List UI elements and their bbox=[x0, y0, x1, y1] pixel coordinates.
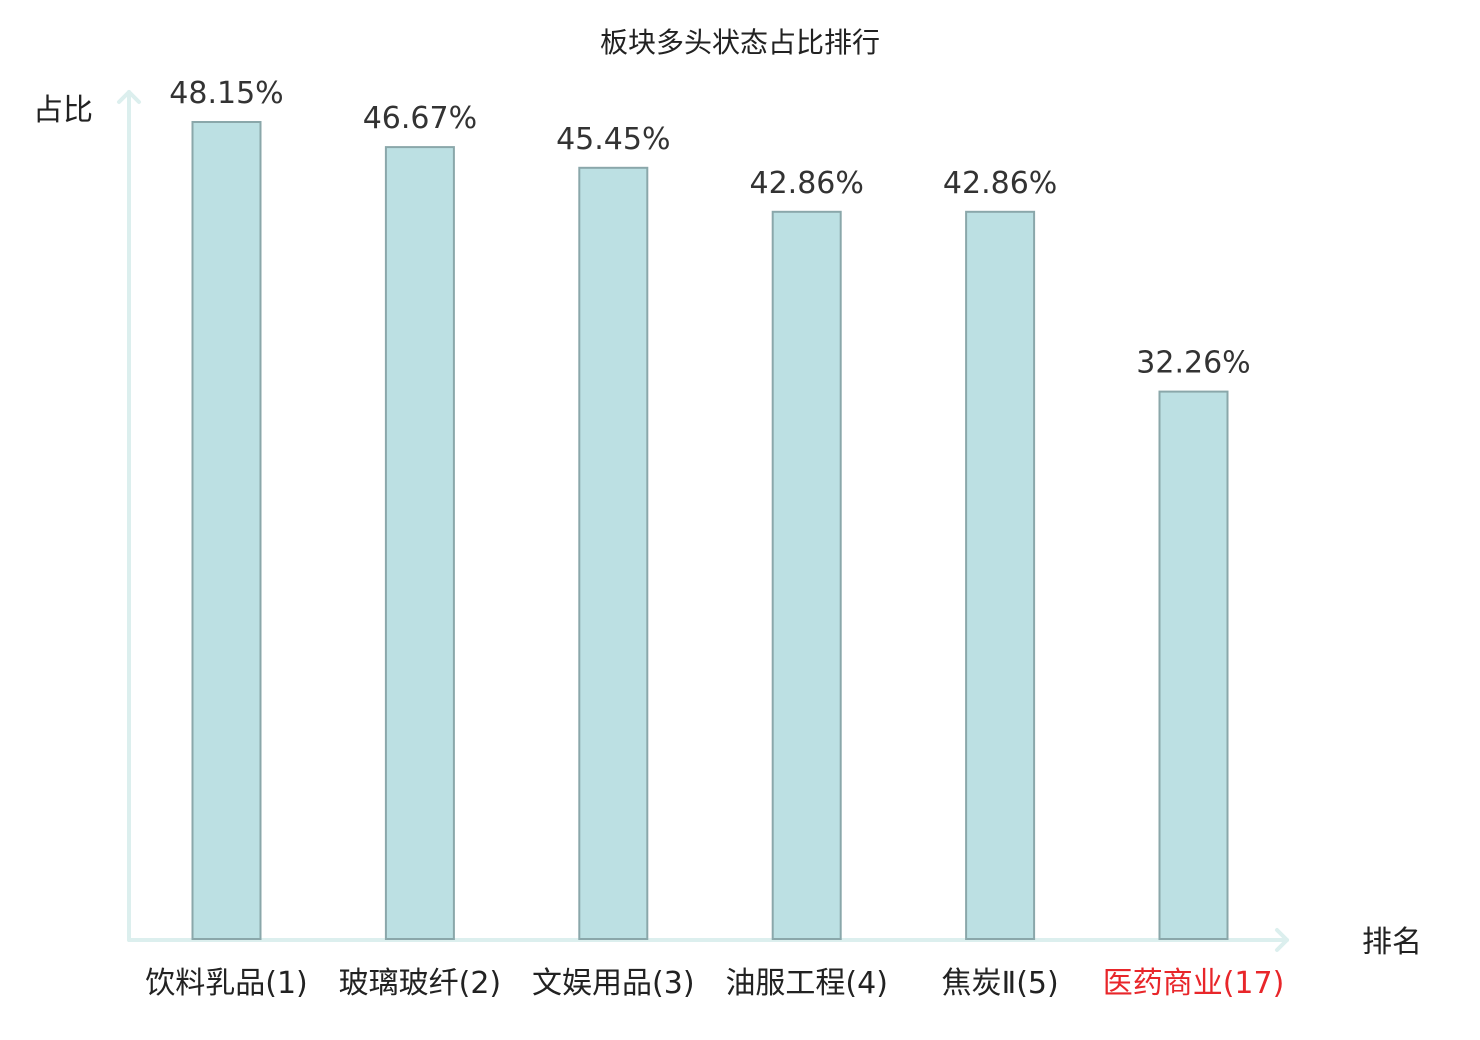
bar bbox=[578, 166, 649, 941]
y-axis-label: 占比 bbox=[33, 93, 93, 128]
bar-value-label: 45.45% bbox=[556, 122, 670, 157]
y-axis-arrow bbox=[117, 90, 141, 104]
x-axis-label: 排名 bbox=[1362, 925, 1422, 960]
category-label: 玻璃玻纤(2) bbox=[339, 966, 502, 1001]
category-labels-group: 饮料乳品(1) 玻璃玻纤(2) 文娱用品(3) 油服工程(4) 焦炭Ⅱ(5) 医药商业(1… bbox=[145, 966, 1284, 1001]
bar bbox=[191, 121, 262, 940]
category-label: 饮料乳品(1) bbox=[145, 966, 308, 1001]
bars-group bbox=[191, 121, 1229, 941]
bar-value-label: 46.67% bbox=[363, 101, 477, 136]
category-label: 医药商业(17) bbox=[1103, 966, 1285, 1001]
bar-value-label: 42.86% bbox=[750, 166, 864, 201]
bar-value-label: 48.15% bbox=[169, 76, 283, 111]
chart-title: 板块多头状态占比排行 bbox=[600, 26, 880, 59]
bar bbox=[384, 146, 455, 941]
value-labels-group: 48.15% 46.67% 45.45% 42.86% 42.86% 32.26% bbox=[169, 76, 1250, 381]
bar bbox=[771, 210, 842, 941]
category-label: 油服工程(4) bbox=[725, 966, 888, 1001]
bar-value-label: 32.26% bbox=[1136, 346, 1250, 381]
axes bbox=[117, 90, 1289, 952]
category-label: 焦炭Ⅱ(5) bbox=[941, 966, 1058, 1001]
bar bbox=[1158, 390, 1229, 941]
category-label: 文娱用品(3) bbox=[532, 966, 695, 1001]
x-axis-arrow bbox=[1275, 928, 1289, 952]
bar-value-label: 42.86% bbox=[943, 166, 1057, 201]
bar bbox=[965, 210, 1036, 941]
